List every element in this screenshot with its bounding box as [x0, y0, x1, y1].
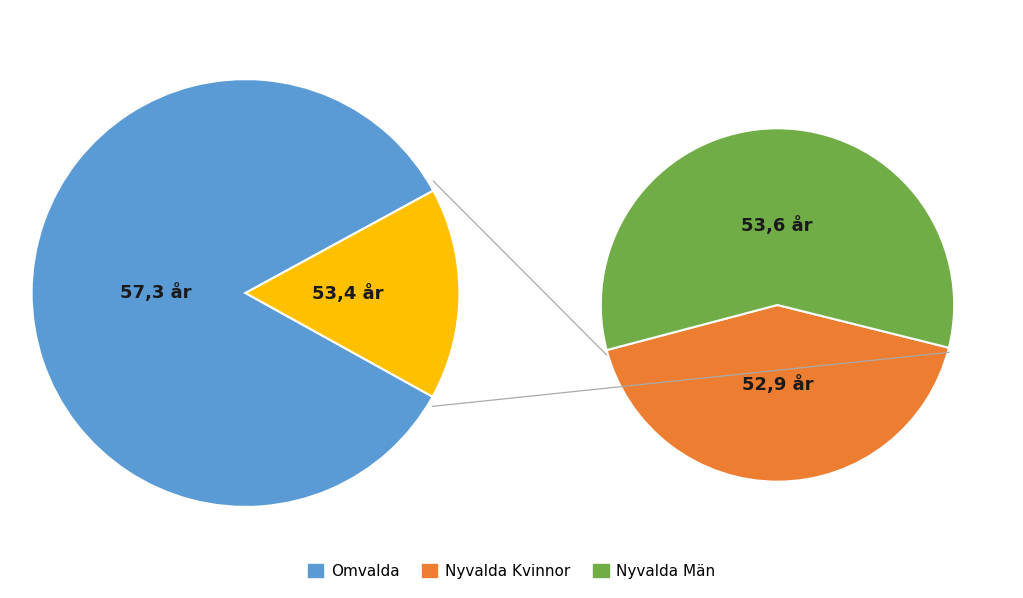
- Text: 57,3 år: 57,3 år: [120, 283, 191, 302]
- Legend: Omvalda, Nyvalda Kvinnor, Nyvalda Män: Omvalda, Nyvalda Kvinnor, Nyvalda Män: [302, 557, 721, 585]
- Wedge shape: [32, 79, 434, 507]
- Wedge shape: [601, 129, 954, 350]
- Text: 52,9 år: 52,9 år: [743, 375, 813, 394]
- Wedge shape: [607, 305, 949, 481]
- Wedge shape: [246, 191, 459, 396]
- Text: 53,6 år: 53,6 år: [742, 216, 812, 235]
- Text: 53,4 år: 53,4 år: [312, 284, 384, 303]
